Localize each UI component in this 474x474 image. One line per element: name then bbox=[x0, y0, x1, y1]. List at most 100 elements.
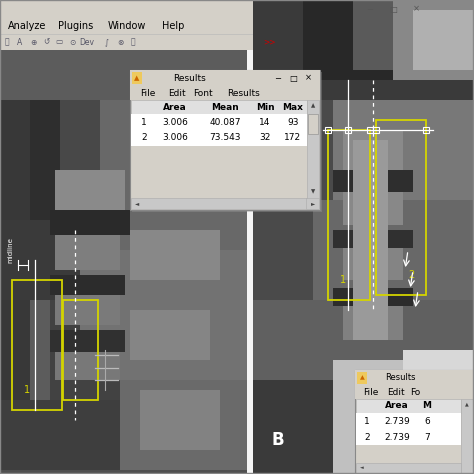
Text: ▼: ▼ bbox=[311, 190, 315, 194]
Text: A: A bbox=[18, 37, 23, 46]
Text: 2: 2 bbox=[364, 432, 370, 441]
Text: M: M bbox=[422, 401, 431, 410]
Text: 2: 2 bbox=[141, 134, 147, 143]
Bar bbox=[0, 100, 30, 474]
Bar bbox=[131, 114, 307, 130]
Bar bbox=[376, 120, 426, 295]
Text: ►: ► bbox=[311, 201, 315, 206]
Bar bbox=[355, 370, 474, 386]
Bar bbox=[413, 10, 474, 70]
Bar bbox=[63, 300, 98, 400]
Text: 1: 1 bbox=[24, 385, 30, 395]
Bar bbox=[0, 100, 60, 220]
Bar bbox=[50, 330, 125, 352]
Bar bbox=[50, 275, 125, 295]
Text: 2: 2 bbox=[408, 270, 414, 280]
Text: 14: 14 bbox=[259, 118, 271, 127]
Text: 32: 32 bbox=[259, 134, 271, 143]
Text: ▲: ▲ bbox=[360, 375, 365, 381]
Text: 1: 1 bbox=[364, 417, 370, 426]
Bar bbox=[367, 127, 373, 133]
Text: ⊙: ⊙ bbox=[69, 37, 75, 46]
Bar bbox=[0, 470, 247, 474]
Text: Mean: Mean bbox=[211, 102, 239, 111]
Text: Edit: Edit bbox=[387, 388, 405, 397]
Bar bbox=[343, 245, 403, 280]
Bar bbox=[357, 372, 367, 384]
Text: B: B bbox=[272, 431, 284, 449]
Bar bbox=[461, 399, 473, 473]
Bar bbox=[333, 230, 413, 248]
Text: Area: Area bbox=[385, 401, 409, 410]
Text: ─: ─ bbox=[275, 73, 281, 82]
Bar bbox=[303, 0, 423, 80]
Text: Edit: Edit bbox=[168, 89, 186, 98]
Bar bbox=[423, 127, 429, 133]
Text: ▲: ▲ bbox=[134, 75, 140, 81]
Bar bbox=[307, 100, 319, 209]
Text: Area: Area bbox=[163, 102, 187, 111]
Bar bbox=[130, 150, 220, 210]
Text: ⊕: ⊕ bbox=[30, 37, 36, 46]
Text: 93: 93 bbox=[287, 118, 299, 127]
Text: ▲: ▲ bbox=[311, 103, 315, 109]
Bar bbox=[130, 86, 320, 100]
Bar bbox=[353, 0, 433, 70]
Bar bbox=[131, 100, 307, 114]
Bar bbox=[131, 130, 307, 146]
Bar bbox=[333, 0, 474, 200]
Bar bbox=[345, 127, 351, 133]
Bar bbox=[343, 190, 403, 225]
Bar bbox=[356, 463, 461, 473]
Text: 2.739: 2.739 bbox=[384, 432, 410, 441]
Text: Font: Font bbox=[193, 89, 213, 98]
Text: >>: >> bbox=[264, 37, 276, 46]
Text: 1: 1 bbox=[141, 118, 147, 127]
Bar bbox=[253, 0, 474, 100]
Bar bbox=[132, 72, 322, 212]
Text: ↺: ↺ bbox=[43, 37, 49, 46]
Bar bbox=[373, 127, 379, 133]
Text: ◄: ◄ bbox=[135, 201, 139, 206]
Bar bbox=[130, 230, 220, 280]
Bar bbox=[132, 72, 142, 84]
Bar bbox=[356, 413, 461, 429]
Bar bbox=[130, 70, 320, 210]
Bar bbox=[0, 50, 247, 474]
Bar bbox=[403, 350, 474, 474]
Text: ▲: ▲ bbox=[465, 401, 469, 407]
Text: 1: 1 bbox=[340, 275, 346, 285]
Bar bbox=[131, 198, 307, 209]
Text: ◄: ◄ bbox=[360, 465, 364, 471]
Bar bbox=[120, 380, 247, 474]
Bar bbox=[357, 372, 474, 474]
Bar bbox=[130, 310, 210, 360]
Text: ∫: ∫ bbox=[105, 37, 109, 46]
Text: 73.543: 73.543 bbox=[209, 134, 241, 143]
Text: Help: Help bbox=[162, 21, 184, 31]
Text: Results: Results bbox=[385, 374, 415, 383]
Text: 3.006: 3.006 bbox=[162, 134, 188, 143]
Bar bbox=[328, 130, 370, 300]
Bar bbox=[80, 250, 247, 380]
Bar bbox=[343, 305, 403, 340]
Text: Fo: Fo bbox=[410, 388, 420, 397]
Bar bbox=[55, 350, 120, 380]
Bar bbox=[50, 210, 130, 235]
Bar bbox=[0, 220, 90, 300]
Bar bbox=[60, 100, 120, 280]
Text: ⌕: ⌕ bbox=[5, 37, 9, 46]
Bar bbox=[140, 390, 220, 450]
Text: 3.006: 3.006 bbox=[162, 118, 188, 127]
Bar bbox=[0, 34, 474, 50]
Text: ⊗: ⊗ bbox=[117, 37, 123, 46]
Text: □: □ bbox=[389, 4, 397, 13]
Bar bbox=[356, 399, 461, 413]
Text: Max: Max bbox=[283, 102, 303, 111]
Text: Analyze: Analyze bbox=[8, 21, 46, 31]
Text: File: File bbox=[140, 89, 155, 98]
Bar bbox=[55, 235, 120, 270]
Bar bbox=[333, 170, 413, 192]
Text: File: File bbox=[363, 388, 378, 397]
Bar bbox=[313, 200, 474, 474]
